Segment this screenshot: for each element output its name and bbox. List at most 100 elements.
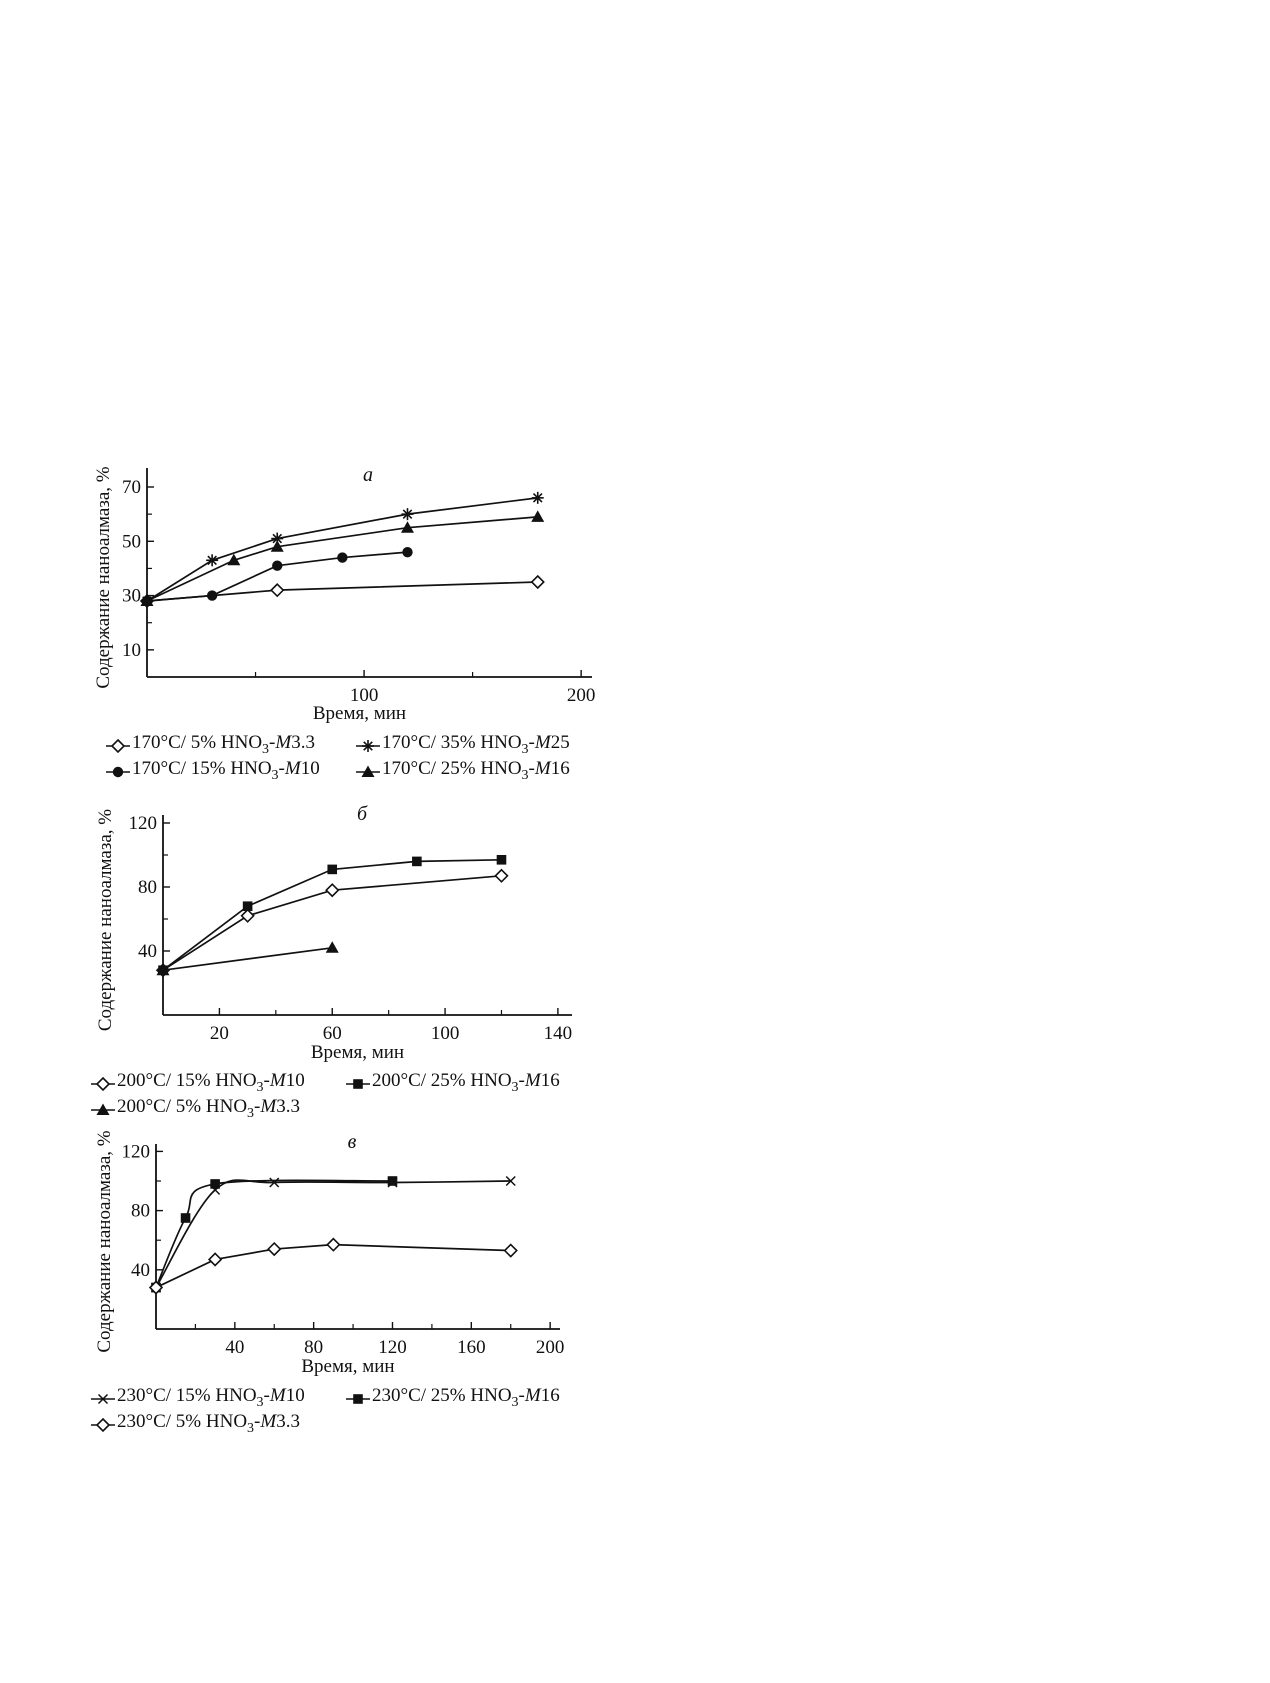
panel-label: а (363, 464, 373, 486)
legend-text-main: 170°C/ 15% HNO (132, 758, 272, 779)
legend-text-main: 230°C/ 15% HNO (117, 1385, 257, 1406)
x-tick-label: 140 (544, 1023, 573, 1044)
x-axis-title: Время, мин (311, 1042, 404, 1063)
y-tick-label: 120 (122, 1141, 151, 1162)
x-tick-label: 200 (536, 1337, 565, 1358)
legend-text-number: 3.3 (276, 1096, 300, 1117)
legend-text-dash: - (528, 732, 535, 753)
data-point (531, 491, 544, 504)
legend-text: 200°C/ 25% HNO3-M16 (372, 1068, 560, 1101)
legend-item: 170°C/ 35% HNO3-M25 (355, 730, 570, 763)
legend-text-main: 170°C/ 5% HNO (132, 732, 263, 753)
legend-text-dash: - (278, 758, 285, 779)
legend-text-dash: - (269, 732, 276, 753)
legend-text-main: 170°C/ 25% HNO (382, 758, 522, 779)
legend-text-italic: M (534, 758, 551, 779)
legend-item: 200°C/ 15% HNO3-M10 (90, 1068, 305, 1101)
legend-symbol (353, 1394, 363, 1405)
legend-text-italic: M (269, 1070, 286, 1091)
legend-text-italic: M (269, 1385, 286, 1406)
data-point (210, 1179, 220, 1189)
data-point (400, 521, 414, 533)
legend-text-italic: M (260, 1096, 277, 1117)
x-axis-title: Время, мин (313, 703, 406, 724)
legend-text-subscript: 3 (521, 767, 529, 783)
series-line-3 (162, 946, 333, 972)
y-tick-label: 30 (122, 586, 141, 607)
chart-panel-2: 40 80 120 20 60 100 140 Время, мин Содержание на… (95, 803, 572, 1063)
data-point (387, 1176, 398, 1186)
legend-text: 170°C/ 25% HNO3-M16 (382, 756, 570, 789)
y-axis-title: Содержание наноалмаза, % (94, 1130, 115, 1352)
x-tick-label: 200 (567, 685, 596, 706)
data-point (325, 941, 339, 953)
y-tick-label: 40 (138, 941, 157, 962)
legend-text-main: 200°C/ 25% HNO (372, 1070, 512, 1091)
legend-text-main: 230°C/ 25% HNO (372, 1385, 512, 1406)
x-tick-label: 100 (431, 1023, 460, 1044)
legend-text-italic: M (275, 732, 292, 753)
data-point (494, 868, 509, 883)
y-tick-label: 10 (122, 640, 141, 661)
panel-label: б (357, 803, 368, 825)
legend-marker (346, 1079, 370, 1090)
data-point (270, 540, 284, 552)
legend-marker (91, 1394, 115, 1405)
legend-marker (356, 740, 380, 753)
data-point (530, 574, 545, 590)
legend-symbol (110, 739, 126, 754)
x-tick-label: 40 (225, 1337, 244, 1358)
legend-symbol (353, 1079, 363, 1090)
y-tick-label: 80 (138, 877, 157, 898)
legend-text-dash: - (254, 1411, 261, 1432)
data-point (327, 864, 338, 875)
legend-text-italic: M (284, 758, 301, 779)
data-point (401, 508, 414, 521)
legend-marker (356, 765, 380, 778)
legend-item: 200°C/ 5% HNO3-M3.3 (90, 1094, 300, 1127)
legend-marker (346, 1394, 370, 1405)
legend-item: 170°C/ 25% HNO3-M16 (355, 756, 570, 789)
legend-text-main: 230°C/ 5% HNO (117, 1411, 248, 1432)
legend-marker (106, 739, 130, 754)
legend-marker (106, 767, 130, 778)
series-line-1 (146, 581, 538, 602)
data-point (267, 1241, 282, 1257)
legend-text-number: 25 (550, 732, 570, 753)
legend-text-italic: M (524, 1385, 541, 1406)
x-tick-label: 20 (210, 1023, 229, 1044)
x-tick-label: 160 (457, 1337, 486, 1358)
legend-text-subscript: 3 (256, 1394, 264, 1410)
legend-text-dash: - (254, 1096, 261, 1117)
data-point (206, 554, 219, 567)
data-point (412, 856, 422, 867)
series-line-2 (146, 497, 538, 602)
data-point (402, 546, 413, 558)
legend-text: 170°C/ 5% HNO3-M3.3 (132, 730, 315, 763)
legend-text: 170°C/ 35% HNO3-M25 (382, 730, 570, 763)
series-line-2 (155, 1179, 393, 1288)
legend-text-main: 200°C/ 15% HNO (117, 1070, 257, 1091)
data-point (227, 553, 241, 566)
data-point (242, 901, 253, 911)
series-line-2 (162, 858, 502, 971)
legend-item: 200°C/ 25% HNO3-M16 (345, 1068, 560, 1101)
y-tick-label: 70 (122, 477, 141, 498)
legend-text-number: 16 (540, 1070, 560, 1091)
legend-text: 170°C/ 15% HNO3-M10 (132, 756, 320, 789)
data-point (270, 583, 285, 598)
legend-text-main: 200°C/ 5% HNO (117, 1096, 248, 1117)
legend-text-italic: M (260, 1411, 277, 1432)
legend-symbol (96, 1103, 110, 1116)
legend-text-subscript: 3 (511, 1079, 519, 1095)
x-tick-label: 120 (378, 1337, 407, 1358)
legend-item: 230°C/ 5% HNO3-M3.3 (90, 1409, 300, 1442)
y-tick-label: 120 (129, 813, 158, 834)
data-point (240, 908, 255, 923)
data-point (180, 1213, 191, 1223)
x-tick-label: 80 (304, 1337, 323, 1358)
legend-text-subscript: 3 (247, 1105, 255, 1121)
legend-text-subscript: 3 (256, 1079, 264, 1095)
legend-marker (91, 1418, 115, 1433)
